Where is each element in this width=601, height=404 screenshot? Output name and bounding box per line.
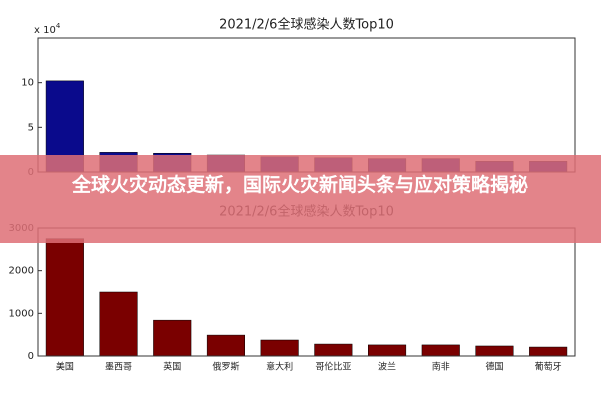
bar: [206, 334, 245, 357]
y-scale-exponent: 4: [56, 22, 61, 30]
banner-line: 全球火灾动态更新，国际火灾新闻头条与应对策略揭秘: [71, 173, 528, 196]
bar: [45, 238, 84, 357]
bar: [475, 345, 514, 357]
y-scale-label: x 104: [34, 22, 61, 36]
x-tick-label: 墨西哥: [105, 362, 132, 373]
bar: [153, 319, 192, 357]
y-tick-label: 0: [28, 351, 34, 362]
x-tick-label: 南非: [432, 361, 450, 373]
y-scale-base: x 10: [34, 25, 56, 36]
x-tick-label: 英国: [163, 361, 181, 373]
chart-title: 2021/2/6全球感染人数Top10: [219, 17, 394, 33]
x-tick-label: 俄罗斯: [212, 361, 239, 373]
y-tick-label: 5: [28, 122, 34, 133]
banner: [0, 155, 601, 243]
x-tick-label: 哥伦比亚: [315, 361, 351, 373]
bar: [529, 346, 568, 357]
bar: [421, 344, 460, 357]
y-tick-label: 2000: [9, 266, 34, 277]
banner-title: 全球火灾动态更新，国际火灾新闻头条与应对策略揭秘: [71, 173, 528, 196]
bar: [368, 344, 407, 357]
x-tick-label: 波兰: [378, 361, 396, 373]
bar: [99, 291, 138, 357]
x-tick-label: 德国: [485, 361, 503, 373]
y-tick-label: 1000: [9, 308, 34, 319]
x-tick-label: 意大利: [266, 361, 293, 373]
x-tick-label: 美国: [56, 361, 74, 373]
bar: [260, 339, 299, 357]
bar: [314, 343, 353, 357]
x-tick-label: 葡萄牙: [535, 361, 562, 373]
y-tick-label: 10: [21, 78, 34, 89]
